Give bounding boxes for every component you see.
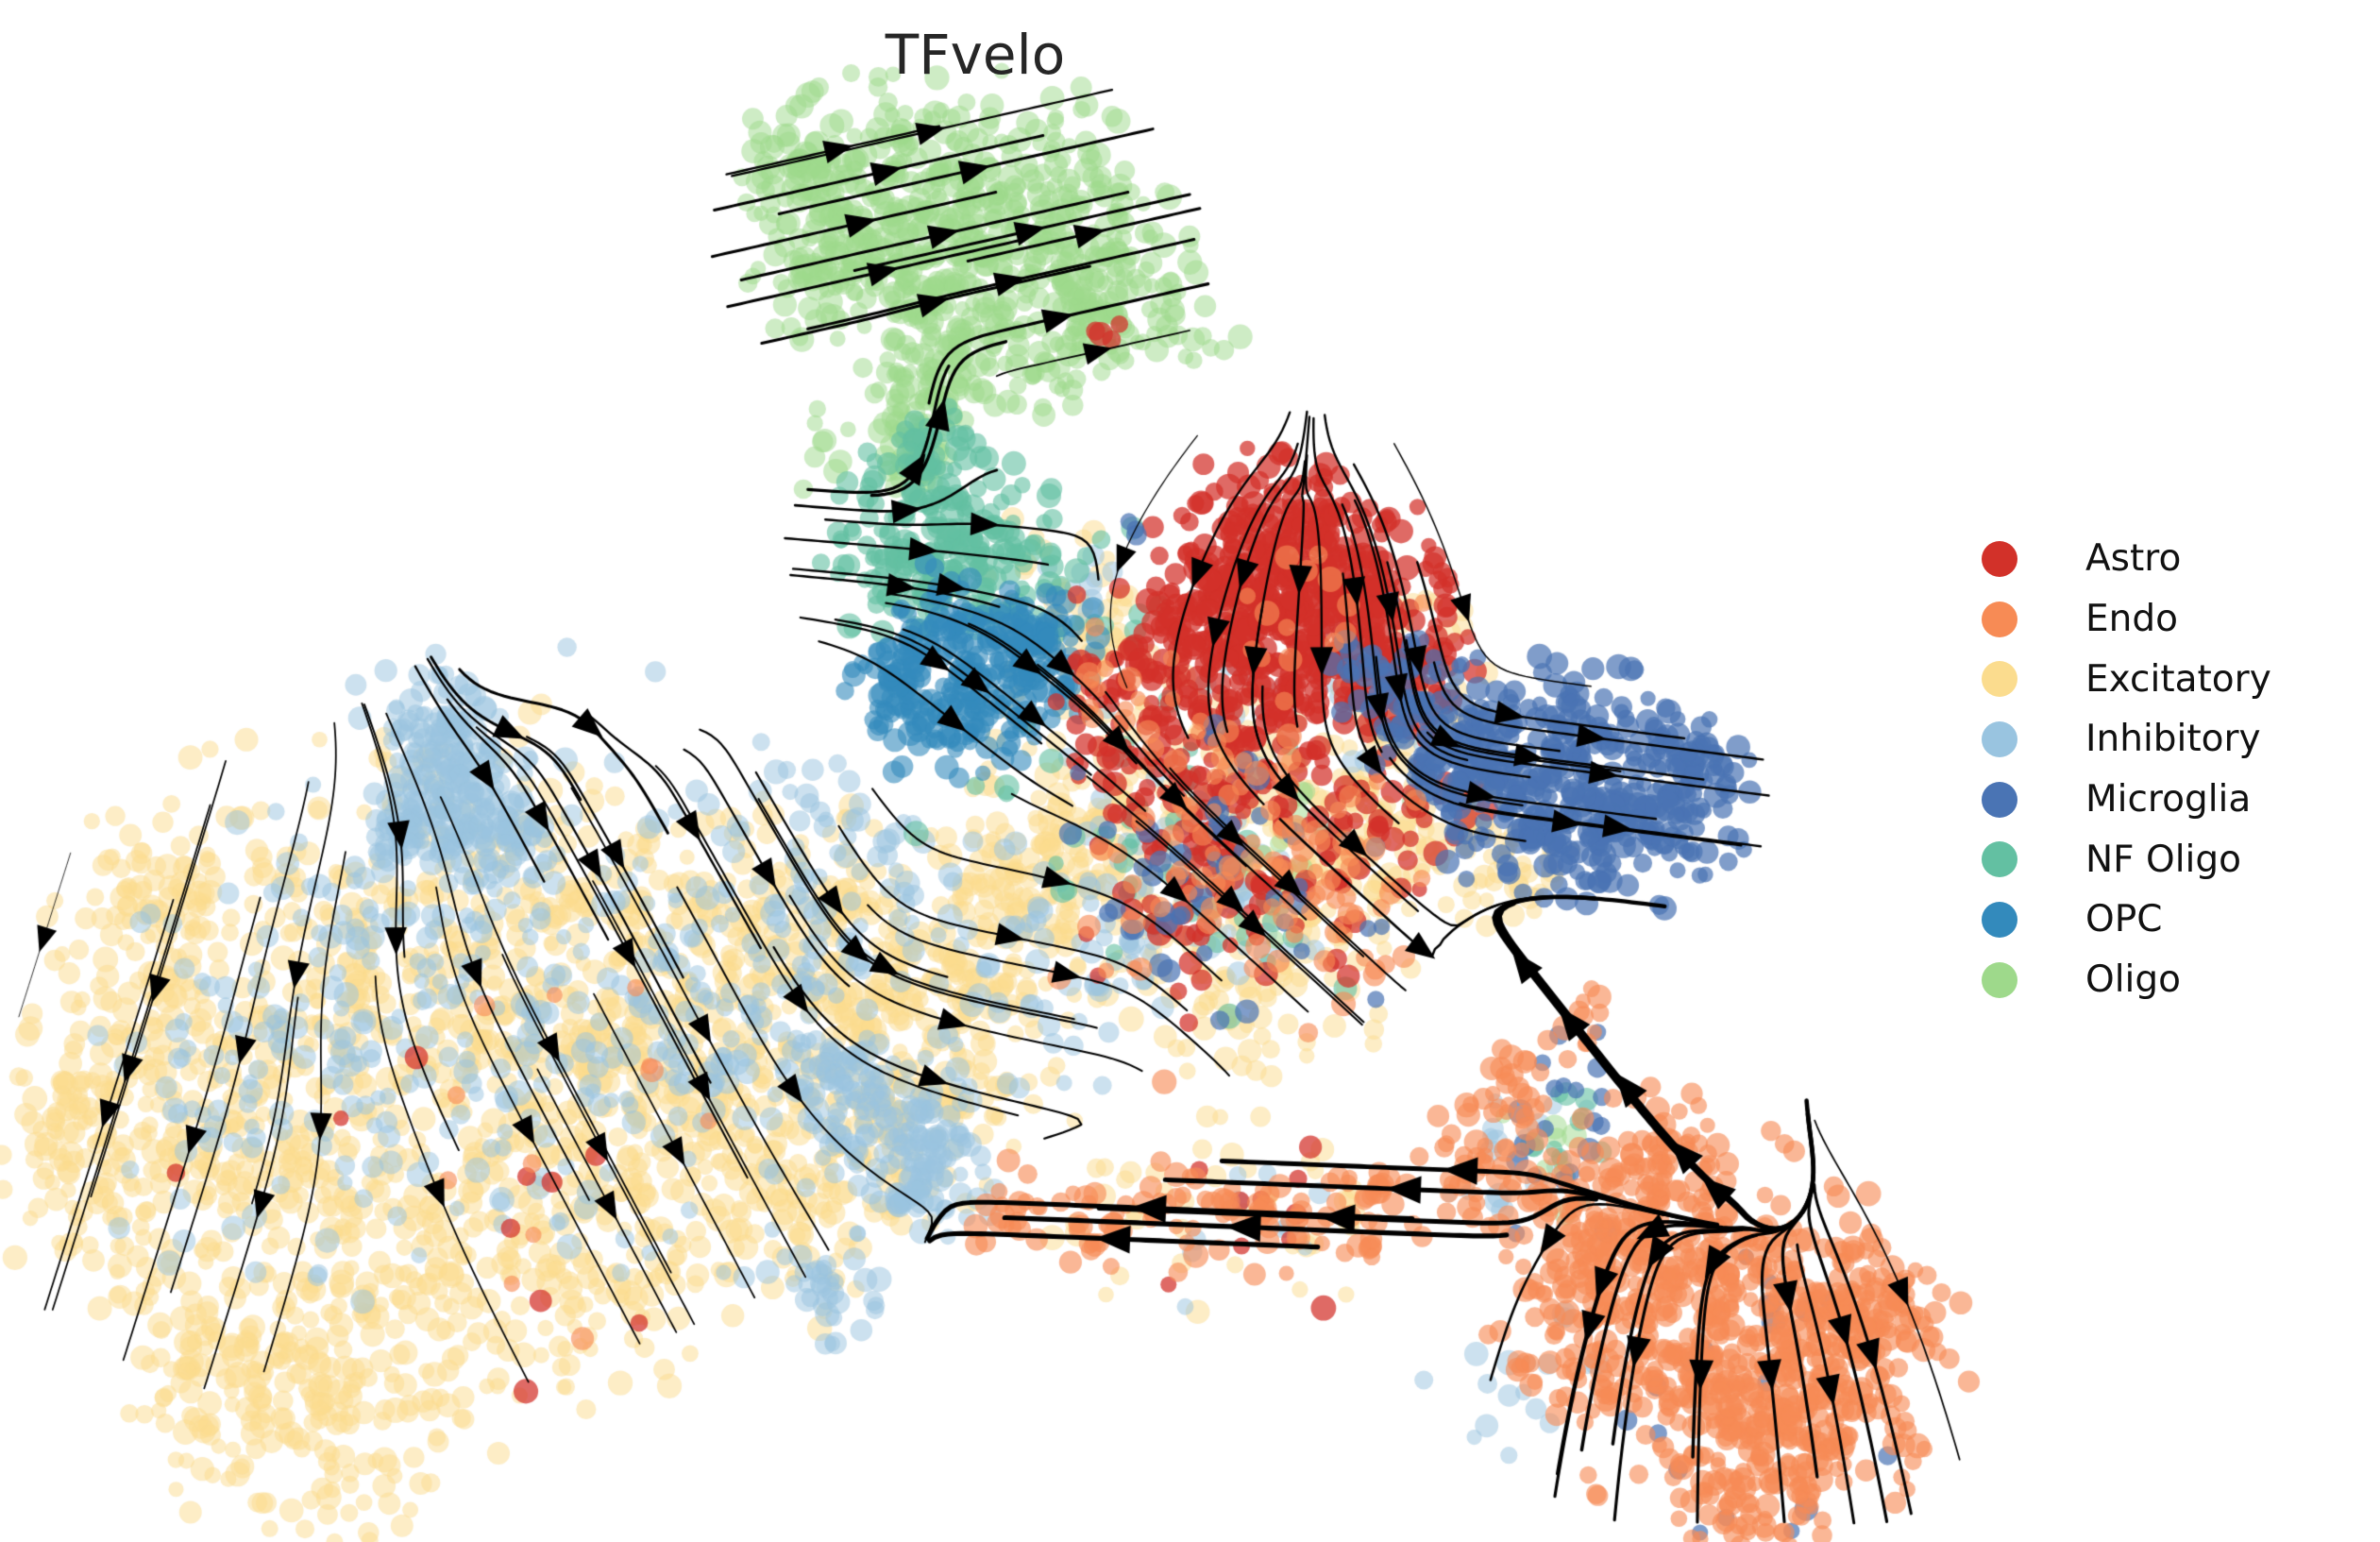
legend-item-microglia: Microglia xyxy=(1982,770,2271,830)
legend-item-label: Excitatory xyxy=(2085,657,2271,701)
legend-item-label: Inhibitory xyxy=(2085,718,2261,761)
legend-item-label: Oligo xyxy=(2085,958,2181,1002)
legend: Astro Endo Excitatory Inhibitory Microglia NF… xyxy=(1982,529,2271,1010)
legend-item-inhibitory: Inhibitory xyxy=(1982,709,2271,770)
legend-swatch-icon xyxy=(1982,720,2017,757)
legend-item-label: Endo xyxy=(2085,598,2178,641)
legend-item-nf-oligo: NF Oligo xyxy=(1982,829,2271,890)
legend-swatch-icon xyxy=(1982,540,2017,577)
legend-swatch-icon xyxy=(1982,601,2017,637)
legend-swatch-icon xyxy=(1982,901,2017,938)
legend-swatch-icon xyxy=(1982,781,2017,818)
legend-item-label: OPC xyxy=(2085,898,2163,941)
legend-item-label: Astro xyxy=(2085,537,2182,581)
legend-swatch-icon xyxy=(1982,841,2017,878)
legend-item-astro: Astro xyxy=(1982,529,2271,589)
legend-item-label: Microglia xyxy=(2085,778,2252,822)
legend-item-endo: Endo xyxy=(1982,589,2271,650)
chart-title: TFvelo xyxy=(885,23,1066,87)
legend-item-label: NF Oligo xyxy=(2085,838,2241,881)
legend-item-oligo: Oligo xyxy=(1982,950,2271,1010)
legend-swatch-icon xyxy=(1982,661,2017,698)
legend-item-excitatory: Excitatory xyxy=(1982,649,2271,709)
legend-swatch-icon xyxy=(1982,961,2017,998)
legend-item-opc: OPC xyxy=(1982,890,2271,950)
